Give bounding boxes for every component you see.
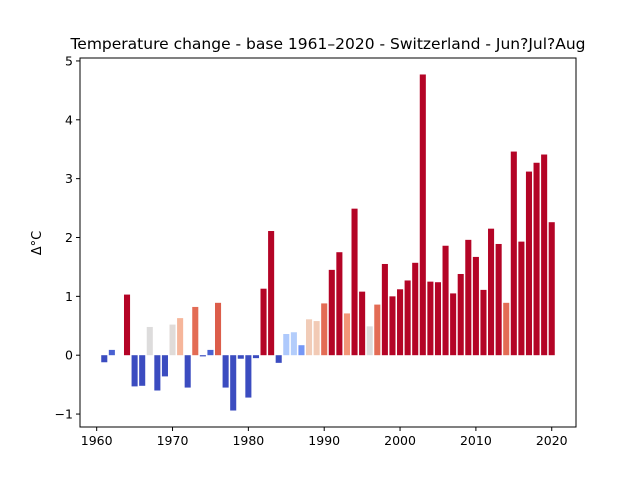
bar-1995	[359, 291, 366, 356]
bar-1979	[237, 355, 244, 359]
bar-1968	[154, 355, 161, 391]
bar-1964	[123, 294, 131, 356]
bar-1974	[199, 355, 206, 357]
bar-1981	[252, 355, 259, 359]
bar-1986	[290, 332, 297, 356]
bar-2003	[419, 74, 426, 356]
bar-2010	[472, 256, 479, 356]
y-tick-label: 2	[65, 230, 73, 245]
y-tick-label: 5	[65, 53, 73, 68]
bar-1983	[268, 231, 275, 356]
x-tick-label: 1980	[232, 433, 264, 448]
bar-1970	[169, 324, 176, 356]
bar-1962	[108, 349, 115, 356]
bar-1961	[101, 355, 108, 363]
bar-2017	[525, 171, 533, 356]
bar-2016	[518, 241, 525, 356]
bar-1998	[381, 263, 388, 356]
bar-2006	[442, 245, 449, 356]
bar-1966	[139, 355, 146, 386]
bar-1992	[336, 252, 343, 356]
x-tick-label: 2010	[460, 433, 492, 448]
bar-2002	[412, 262, 419, 356]
bar-1967	[146, 326, 153, 356]
bar-2012	[488, 228, 495, 356]
y-tick-label: 4	[65, 112, 73, 127]
bar-2009	[465, 239, 472, 356]
bar-1978	[230, 355, 237, 411]
x-tick-label: 2020	[536, 433, 568, 448]
bar-1969	[161, 355, 168, 377]
x-ticks: 1960 1970 1980 1990 2000 2010 2020	[81, 427, 568, 448]
bar-1976	[215, 302, 222, 356]
bar-2015	[510, 151, 517, 356]
bar-2014	[503, 302, 510, 356]
bar-1987	[298, 345, 305, 356]
bar-1977	[222, 355, 229, 388]
bar-1999	[389, 296, 396, 356]
bar-1994	[351, 208, 358, 356]
bar-1972	[184, 355, 191, 388]
bar-2007	[450, 293, 457, 356]
plot-frame	[79, 57, 577, 428]
bar-1985	[283, 334, 290, 356]
bar-1991	[328, 269, 335, 356]
x-tick-label: 2000	[384, 433, 416, 448]
bar-2005	[434, 282, 442, 356]
bar-2001	[404, 280, 411, 356]
y-tick-label: −1	[55, 407, 73, 422]
bar-2018	[533, 162, 540, 356]
y-tick-label: 3	[65, 171, 73, 186]
bar-2020	[548, 222, 555, 356]
bar-2000	[397, 289, 404, 356]
x-tick-label: 1990	[308, 433, 340, 448]
bar-1990	[321, 303, 328, 356]
bar-2008	[457, 273, 464, 356]
chart-title: Temperature change - base 1961–2020 - Sw…	[69, 35, 585, 53]
x-tick-label: 1970	[157, 433, 189, 448]
y-tick-label: 1	[65, 289, 73, 304]
bar-1973	[192, 306, 199, 356]
bar-1980	[245, 355, 252, 398]
y-ticks: −1 0 1 2 3 4 5	[55, 53, 80, 422]
bar-2013	[495, 243, 502, 356]
bar-2011	[480, 289, 487, 356]
y-tick-label: 0	[65, 348, 73, 363]
bar-1996	[366, 326, 373, 356]
bar-1984	[275, 355, 282, 363]
bar-2019	[541, 154, 548, 356]
bar-1997	[374, 304, 381, 356]
x-tick-label: 1960	[81, 433, 113, 448]
bar-1971	[177, 318, 184, 356]
bar-1982	[260, 288, 267, 356]
bar-1988	[306, 319, 313, 356]
bar-1975	[207, 349, 214, 356]
y-axis-label: Δ°C	[30, 231, 45, 255]
bar-1965	[131, 355, 138, 387]
bars-group	[101, 74, 555, 411]
bar-2004	[427, 281, 434, 356]
bar-1989	[313, 321, 320, 356]
bar-1993	[343, 313, 350, 356]
